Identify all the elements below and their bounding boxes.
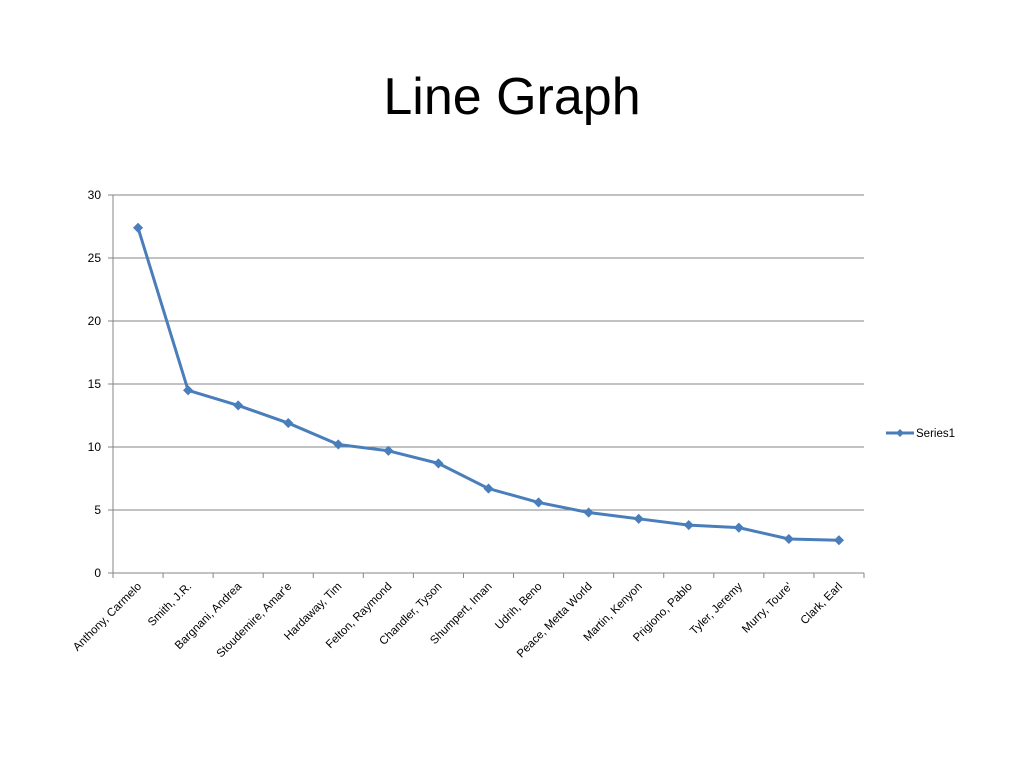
data-point-marker (783, 533, 794, 545)
axes (108, 194, 865, 578)
gridlines (113, 194, 864, 511)
legend: Series1 (886, 428, 955, 440)
data-point-marker (733, 522, 744, 533)
legend-marker (896, 429, 904, 437)
y-tick-label: 20 (88, 314, 102, 328)
data-point-marker (583, 507, 594, 518)
x-tick-label: Smith, J.R. (146, 581, 194, 629)
y-tick-label: 0 (94, 566, 101, 580)
data-point-marker (483, 483, 494, 494)
data-point-marker (183, 385, 194, 396)
y-tick-label: 5 (94, 503, 101, 517)
x-tick-label: Clark, Earl (799, 581, 845, 627)
data-point-marker (683, 520, 694, 531)
data-point-marker (132, 222, 144, 233)
chart-title: Line Graph (383, 68, 641, 126)
data-point-marker (283, 417, 294, 429)
x-tick-label: Udrih, Beno (493, 581, 544, 632)
legend-label: Series1 (916, 428, 955, 440)
y-tick-label: 25 (88, 251, 102, 265)
y-tick-label: 10 (88, 440, 102, 454)
data-point-marker (233, 400, 244, 411)
x-tick-label: Tyler, Jeremy (688, 580, 745, 637)
data-point-marker (383, 445, 394, 456)
y-tick-label: 15 (88, 377, 102, 391)
data-point-marker (833, 535, 845, 546)
data-point-marker (333, 439, 344, 450)
y-tick-label: 30 (88, 188, 102, 202)
data-point-marker (633, 513, 644, 524)
series-group (132, 222, 845, 546)
data-point-marker (533, 497, 544, 508)
data-point-marker (433, 458, 444, 469)
y-axis-ticks: 0 5 10 15 20 25 30 (88, 188, 102, 580)
x-axis-ticks: Anthony, Carmelo Smith, J.R.Bargnani, And… (71, 580, 845, 660)
x-tick-label: Murry, Toure' (740, 581, 795, 636)
x-tick-label: Anthony, Carmelo (71, 581, 144, 654)
